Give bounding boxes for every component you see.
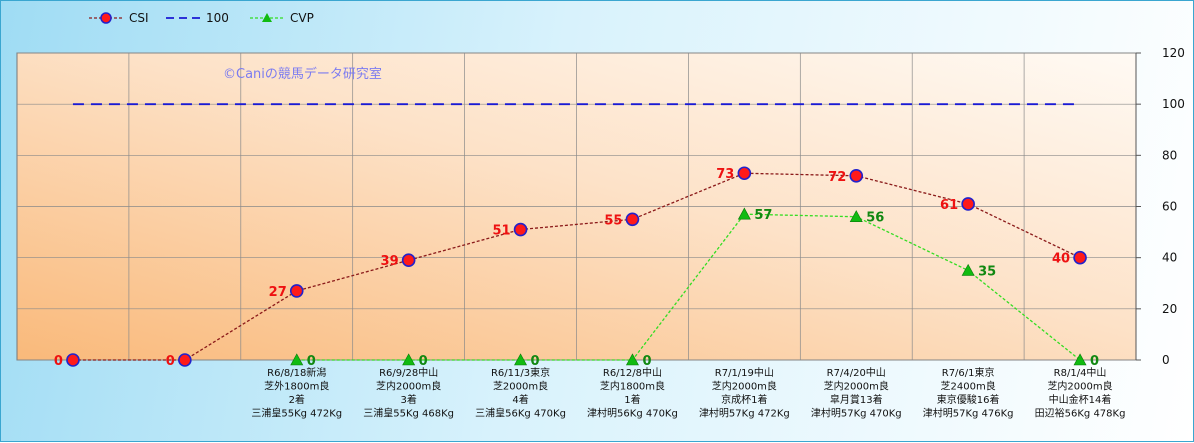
csi-data-label: 40 xyxy=(1052,252,1070,267)
x-tick-label: 津村明56Kg 470Kg xyxy=(587,407,678,420)
cvp-point xyxy=(402,353,416,366)
y-tick-label: 40 xyxy=(1162,251,1177,265)
y-tick-label: 60 xyxy=(1162,200,1177,214)
csi-point xyxy=(1073,250,1087,265)
csi-data-label: 51 xyxy=(492,224,510,239)
legend-label: 100 xyxy=(206,11,229,25)
series-line-csi xyxy=(72,172,1081,361)
x-tick-label: 芝内1800m良 xyxy=(600,380,665,393)
cvp-point xyxy=(290,353,304,366)
csi-point xyxy=(178,353,192,367)
cvp-data-label: 0 xyxy=(307,354,316,369)
csi-data-label: 73 xyxy=(716,167,734,182)
x-tick-label: R6/9/28中山 xyxy=(379,366,438,379)
y-tick-label: 0 xyxy=(1162,353,1170,367)
csi-data-label: 0 xyxy=(166,354,175,369)
x-tick-label: 中山金杯14着 xyxy=(1049,393,1112,406)
x-tick-label: R7/6/1東京 xyxy=(942,366,995,379)
csi-point xyxy=(625,212,640,227)
legend: CSI 100 CVP xyxy=(89,11,314,25)
csi-point xyxy=(66,353,80,367)
legend-label: CSI xyxy=(129,11,149,25)
cvp-data-label: 35 xyxy=(978,264,996,279)
csi-point xyxy=(737,166,752,181)
cvp-data-label: 56 xyxy=(866,211,884,226)
x-tick-label: R6/11/3東京 xyxy=(491,366,550,379)
series-layer: 0 0 0 0 57 56 35 0 0 0 27 39 51 55 73 72 61 40 xyxy=(54,103,1099,369)
x-tick-label: 4着 xyxy=(512,393,528,406)
csi-data-label: 0 xyxy=(54,354,63,369)
csi-data-label: 72 xyxy=(828,170,846,185)
x-tick-label: 津村明57Kg 472Kg xyxy=(699,407,790,420)
csi-point xyxy=(961,197,975,211)
x-tick-label: R6/12/8中山 xyxy=(603,366,662,379)
y-tick-label: 120 xyxy=(1162,46,1185,60)
x-tick-label: R6/8/18新潟 xyxy=(267,366,326,379)
y-tick-label: 20 xyxy=(1162,302,1177,316)
x-tick-label: 芝2400m良 xyxy=(941,380,996,393)
x-tick-label: 三浦皇55Kg 472Kg xyxy=(251,407,342,420)
x-tick-label: 芝内2000m良 xyxy=(1047,380,1112,393)
x-tick-label: 田辺裕56Kg 478Kg xyxy=(1035,407,1126,420)
cvp-data-label: 0 xyxy=(642,354,651,369)
x-tick-label: R8/1/4中山 xyxy=(1054,366,1107,379)
cvp-data-label: 0 xyxy=(419,354,428,369)
series-line-cvp xyxy=(296,213,1081,361)
legend-marker-cvp xyxy=(262,13,272,22)
x-tick-label: 芝内2000m良 xyxy=(712,380,777,393)
x-tick-label: 津村明57Kg 476Kg xyxy=(923,407,1014,420)
x-tick-label: 東京優駿16着 xyxy=(937,393,1000,406)
legend-marker-csi xyxy=(100,12,112,24)
csi-point xyxy=(513,222,528,237)
csi-data-label: 27 xyxy=(269,285,287,300)
csi-point xyxy=(289,284,304,298)
x-tick-label: 2着 xyxy=(289,393,305,406)
watermark: ©Caniの競馬データ研究室 xyxy=(223,66,382,82)
x-tick-label: 3着 xyxy=(400,393,416,406)
csi-point xyxy=(401,253,416,268)
cvp-point xyxy=(849,210,863,223)
x-tick-label: 芝内2000m良 xyxy=(376,380,441,393)
y-tick-label: 80 xyxy=(1162,148,1177,162)
cvp-data-label: 0 xyxy=(531,354,540,369)
x-tick-label: 皐月賞13着 xyxy=(830,393,883,406)
x-tick-label: 京成杯1着 xyxy=(721,393,767,406)
x-tick-label: 芝内2000m良 xyxy=(824,380,889,393)
x-tick-label: 三浦皇56Kg 470Kg xyxy=(475,407,566,420)
x-tick-label: R7/1/19中山 xyxy=(715,366,774,379)
cvp-data-label: 57 xyxy=(754,208,772,223)
cvp-point xyxy=(737,207,751,220)
x-tick-label: 芝2000m良 xyxy=(493,380,548,393)
x-tick-label: R7/4/20中山 xyxy=(827,366,886,379)
cvp-point xyxy=(1073,353,1087,366)
legend-label: CVP xyxy=(290,11,314,25)
y-axis: 0 20 40 60 80 100 120 xyxy=(1135,46,1185,367)
csi-data-label: 39 xyxy=(381,254,399,269)
cvp-point xyxy=(961,263,975,276)
x-tick-label: 芝外1800m良 xyxy=(264,380,329,393)
cvp-point xyxy=(514,353,528,366)
csi-data-label: 61 xyxy=(940,198,958,213)
x-tick-label: 津村明57Kg 470Kg xyxy=(811,407,902,420)
csi-point xyxy=(849,169,864,183)
cvp-point xyxy=(625,353,639,366)
x-tick-label: 1着 xyxy=(624,393,640,406)
cvp-data-label: 0 xyxy=(1090,354,1099,369)
x-tick-label: 三浦皇55Kg 468Kg xyxy=(363,407,454,420)
y-tick-label: 100 xyxy=(1162,97,1185,111)
csi-data-label: 55 xyxy=(604,213,622,228)
